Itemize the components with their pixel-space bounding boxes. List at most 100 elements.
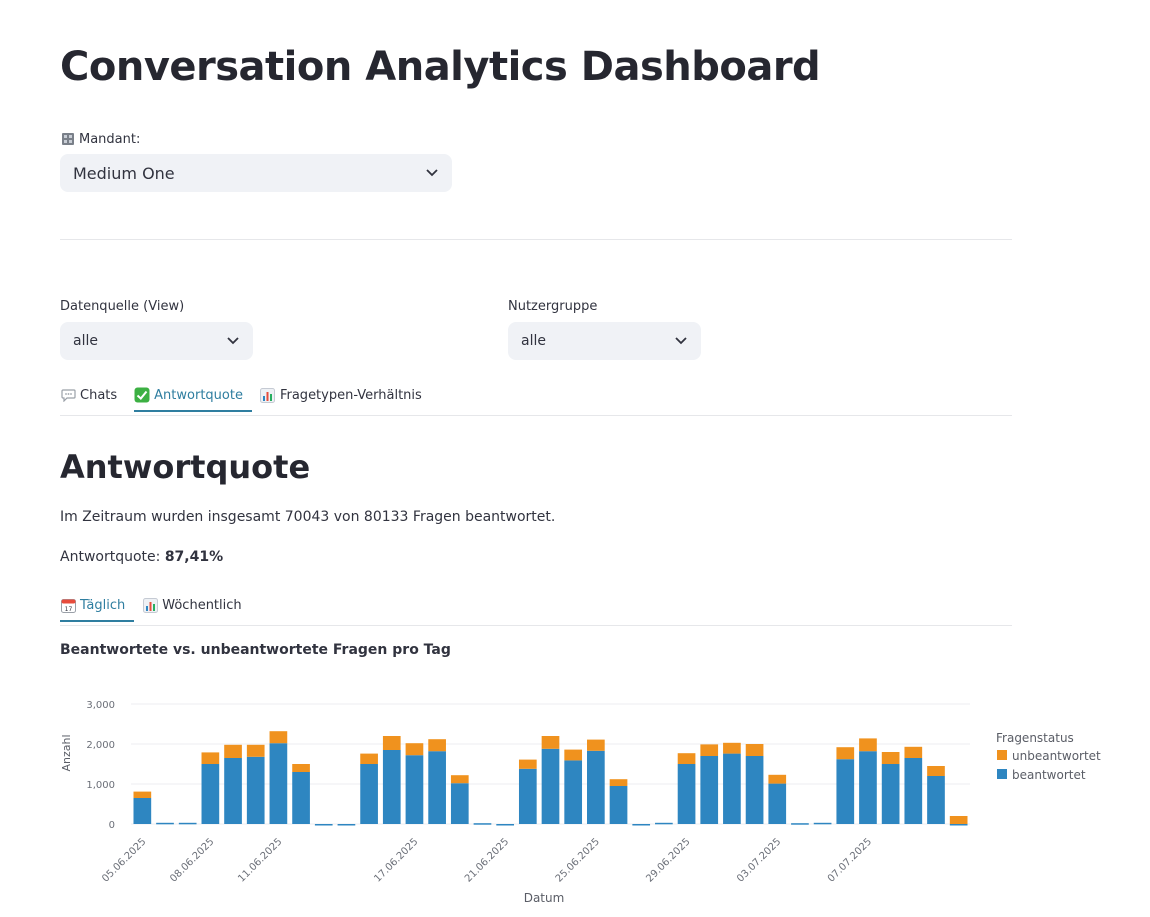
bar-beantwortet [745,756,764,824]
bar-chart-icon [142,597,158,613]
bar-beantwortet [904,758,923,824]
sub-tabs: 17 Täglich Wöchentlich [60,590,259,622]
bar-unbeantwortet [518,759,537,769]
y-tick-label: 0 [109,820,115,831]
x-tick-label: 21.06.2025 [463,836,511,884]
legend-swatch-unbeantwortet [997,750,1007,760]
datenquelle-select-value: alle [73,333,98,349]
legend-swatch-beantwortet [997,769,1007,779]
x-tick-label: 08.06.2025 [168,836,216,884]
speech-bubble-icon [60,387,76,403]
bar-beantwortet [791,823,809,825]
svg-text:17: 17 [64,606,72,613]
rate-value: 87,41% [164,549,224,565]
bar-beantwortet [496,824,514,826]
y-tick-label: 2,000 [86,740,115,751]
x-tick-label: 29.06.2025 [644,836,692,884]
calendar-icon: 17 [60,597,76,613]
bar-beantwortet [292,772,310,824]
tab-antwortquote[interactable]: Antwortquote [134,380,252,412]
bar-unbeantwortet [428,739,446,752]
bar-unbeantwortet [541,736,560,749]
tab-chats[interactable]: Chats [60,380,126,410]
nutzergruppe-select[interactable]: alle [508,322,701,360]
x-tick-label: 25.06.2025 [554,836,602,884]
legend-label-beantwortet[interactable]: beantwortet [1012,768,1086,782]
bar-beantwortet [700,756,719,824]
bar-unbeantwortet [292,764,310,772]
tab-fragetypen-label: Fragetypen-Verhältnis [279,387,422,403]
bar-beantwortet [269,743,288,824]
bar-beantwortet [473,823,492,825]
bar-unbeantwortet [450,775,469,784]
bar-beantwortet [609,786,628,824]
bar-beantwortet [632,824,651,826]
section-divider [60,239,1012,240]
tab-woechentlich[interactable]: Wöchentlich [142,590,250,620]
bar-unbeantwortet [269,731,288,744]
bar-unbeantwortet [201,752,220,764]
section-title: Antwortquote [60,448,311,486]
bar-beantwortet [655,822,673,825]
bar-unbeantwortet [677,753,696,764]
tab-fragetypen[interactable]: Fragetypen-Verhältnis [260,380,431,410]
chart-title: Beantwortete vs. unbeantwortete Fragen p… [60,642,451,658]
bar-unbeantwortet [700,744,719,756]
bar-beantwortet [314,824,333,826]
bar-beantwortet [518,768,537,824]
bar-beantwortet [246,756,265,824]
bar-beantwortet [949,824,968,826]
x-tick-label: 11.06.2025 [236,836,284,884]
bar-beantwortet [201,764,220,824]
bar-beantwortet [723,753,741,824]
tab-taeglich-label: Täglich [80,597,126,613]
bar-beantwortet [677,764,696,824]
stacked-bar-chart: 0 1,000 2,000 3,000 05.06.2025 08.06.2025 11.… [60,700,1101,905]
bar-unbeantwortet [723,742,741,754]
tab-taeglich[interactable]: 17 Täglich [60,590,135,622]
bar-unbeantwortet [405,743,424,756]
bar-unbeantwortet [609,779,628,786]
rate-line: Antwortquote: 87,41% [60,549,223,565]
bar-unbeantwortet [836,747,855,760]
bar-unbeantwortet [904,746,923,758]
bar-beantwortet [382,750,401,824]
x-axis-title: Datum [524,891,565,905]
datenquelle-select[interactable]: alle [60,322,253,360]
bar-chart-icon [260,387,276,403]
legend-label-unbeantwortet[interactable]: unbeantwortet [1012,749,1101,763]
y-axis-title: Anzahl [60,734,73,771]
bar-unbeantwortet [745,744,764,756]
datenquelle-label: Datenquelle (View) [60,299,185,314]
x-tick-label: 17.06.2025 [372,836,420,884]
tab-chats-label: Chats [80,387,118,403]
mandant-label-text: Mandant: [79,131,141,147]
x-tick-label: 07.07.2025 [826,836,874,884]
x-axis-ticks: 05.06.2025 08.06.2025 11.06.2025 17.06.2025… [100,836,874,884]
bar-unbeantwortet [768,774,787,784]
chevron-down-icon [425,166,439,180]
bar-beantwortet [178,822,197,825]
bar-beantwortet [587,750,605,824]
bar-beantwortet [836,759,855,824]
bar-beantwortet [927,776,945,824]
mandant-select[interactable]: Medium One [60,154,452,192]
bar-unbeantwortet [881,752,900,764]
nutzergruppe-label: Nutzergruppe [508,299,598,314]
mandant-select-value: Medium One [73,163,175,183]
y-tick-label: 1,000 [86,780,115,791]
bar-beantwortet [450,783,469,824]
bar-beantwortet [564,760,583,824]
legend-title: Fragenstatus [996,731,1074,745]
bar-unbeantwortet [587,739,605,751]
tabs-divider [60,415,1012,416]
nutzergruppe-select-value: alle [521,333,546,349]
bar-unbeantwortet [859,738,877,752]
bar-unbeantwortet [224,744,242,758]
bar-unbeantwortet [360,753,378,764]
bar-beantwortet [133,798,152,824]
y-axis-ticks: 0 1,000 2,000 3,000 [86,700,115,831]
check-mark-icon [134,387,150,403]
bar-beantwortet [405,755,424,824]
bar-beantwortet [813,822,832,825]
